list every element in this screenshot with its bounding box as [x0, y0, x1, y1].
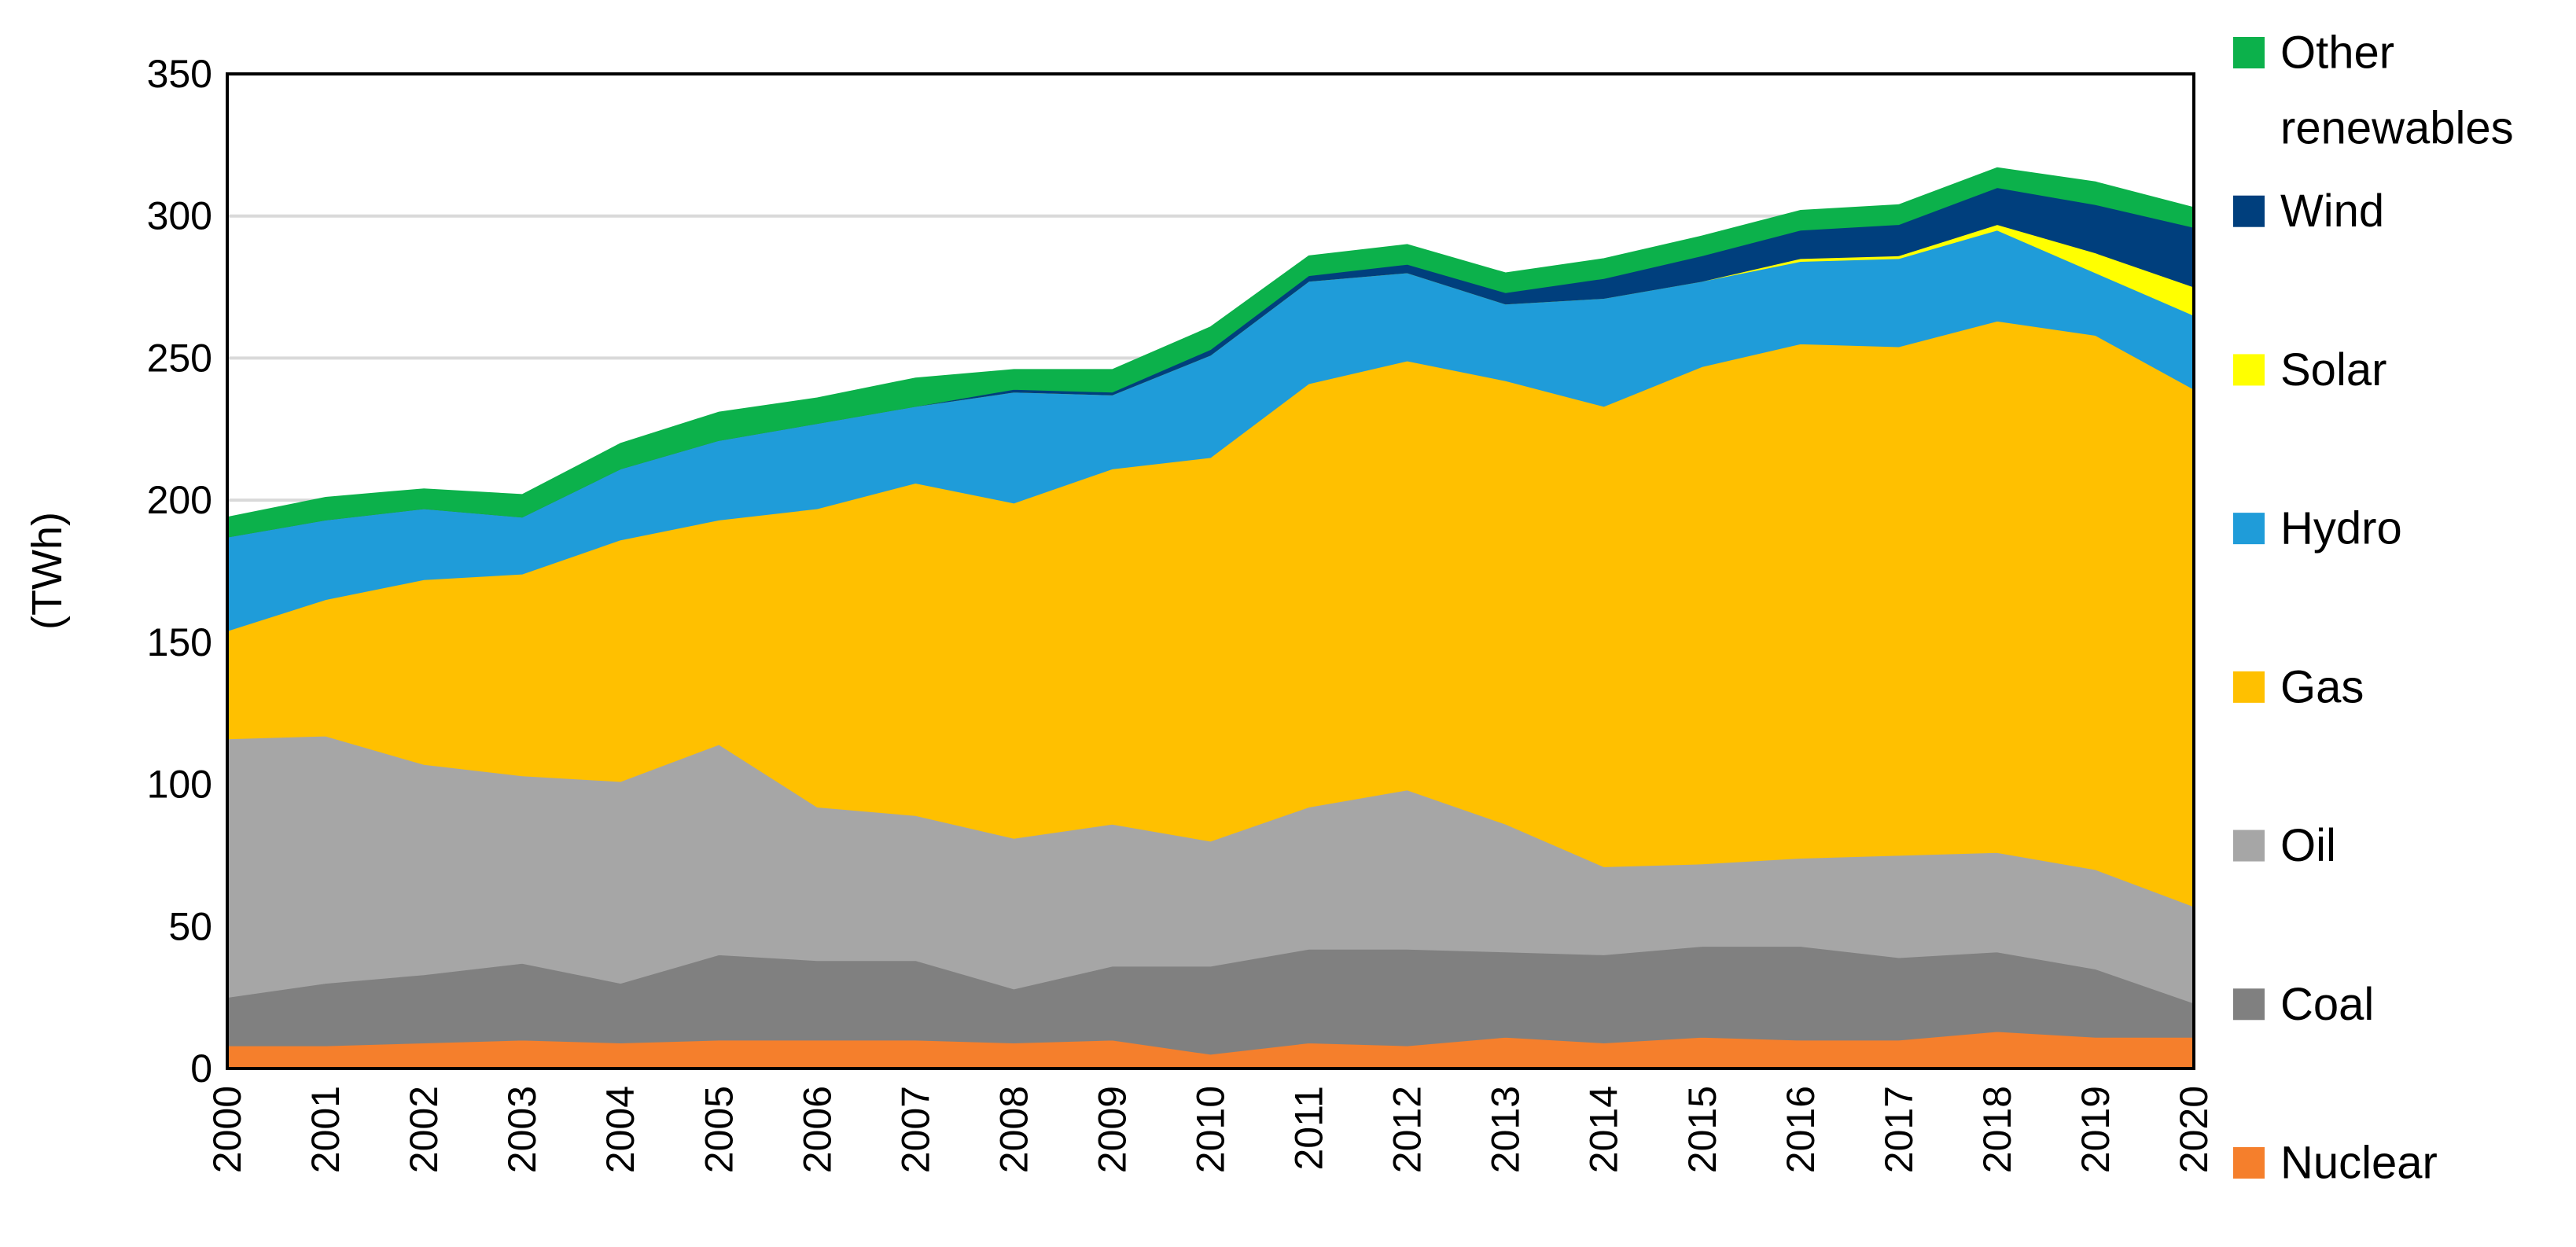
x-tick-label: 2018 [1975, 1086, 2019, 1173]
x-tick-label: 2007 [893, 1086, 937, 1173]
y-tick-label: 0 [190, 1047, 212, 1091]
legend-label: Solar [2280, 344, 2386, 395]
y-tick-label: 100 [147, 763, 212, 807]
x-tick-label: 2016 [1779, 1086, 1823, 1173]
legend-label: Other [2280, 28, 2394, 79]
legend-swatch [2233, 195, 2265, 227]
x-tick-label: 2019 [2074, 1086, 2118, 1173]
y-axis-title: (TWh) [24, 512, 71, 630]
legend-item-hydro: Hydro [2233, 503, 2402, 554]
legend-label: Coal [2280, 979, 2374, 1030]
y-tick-label: 150 [147, 620, 212, 664]
legend-swatch [2233, 829, 2265, 862]
y-tick-labels: 0 50 100 150 200 250 300 350 [147, 52, 212, 1091]
legend-item-coal: Coal [2233, 979, 2374, 1030]
legend-item-solar: Solar [2233, 344, 2386, 395]
x-tick-label: 2012 [1386, 1086, 1430, 1173]
x-tick-label: 2013 [1484, 1086, 1528, 1173]
x-tick-label: 2020 [2172, 1086, 2216, 1173]
x-tick-label: 2017 [1877, 1086, 1921, 1173]
x-tick-label: 2015 [1680, 1086, 1724, 1173]
plot-frame [226, 72, 2195, 1070]
y-tick-label: 200 [147, 478, 212, 522]
legend-label: Wind [2280, 186, 2384, 237]
y-tick-label: 350 [147, 52, 212, 96]
legend-item-oil: Oil [2233, 820, 2336, 871]
legend-swatch [2233, 513, 2265, 545]
x-tick-label: 2006 [795, 1086, 839, 1173]
legend-item-other-renewables: Other renewables [2233, 28, 2514, 154]
x-tick-label: 2014 [1582, 1086, 1626, 1173]
legend-label: Oil [2280, 820, 2336, 871]
legend-label: renewables [2280, 103, 2514, 154]
x-tick-label: 2011 [1287, 1086, 1331, 1171]
x-tick-label: 2005 [697, 1086, 741, 1173]
legend: Other renewables Wind Solar Hydro Gas Oil Coal N… [2233, 28, 2514, 1189]
x-tick-label: 2004 [598, 1086, 642, 1173]
x-tick-labels: 2000 2001 2002 2003 2004 2005 2006 2007 2008 2009… [205, 1086, 2216, 1173]
x-tick-label: 2003 [500, 1086, 544, 1173]
legend-label: Nuclear [2280, 1138, 2438, 1189]
y-tick-label: 50 [168, 904, 212, 948]
y-tick-label: 250 [147, 336, 212, 380]
legend-swatch [2233, 1147, 2265, 1179]
legend-swatch [2233, 988, 2265, 1021]
legend-swatch [2233, 354, 2265, 386]
legend-item-gas: Gas [2233, 661, 2364, 712]
x-tick-label: 2010 [1189, 1086, 1233, 1173]
x-tick-label: 2009 [1091, 1086, 1135, 1173]
x-tick-label: 2002 [402, 1086, 446, 1173]
legend-label: Gas [2280, 661, 2364, 712]
legend-swatch [2233, 37, 2265, 68]
x-tick-label: 2000 [205, 1086, 249, 1173]
area-series-group [226, 167, 2195, 1069]
legend-item-wind: Wind [2233, 186, 2384, 237]
legend-item-nuclear: Nuclear [2233, 1138, 2438, 1189]
legend-label: Hydro [2280, 503, 2402, 554]
x-tick-label: 2008 [992, 1086, 1036, 1173]
legend-swatch [2233, 671, 2265, 703]
x-tick-label: 2001 [304, 1086, 348, 1173]
y-tick-label: 300 [147, 194, 212, 238]
